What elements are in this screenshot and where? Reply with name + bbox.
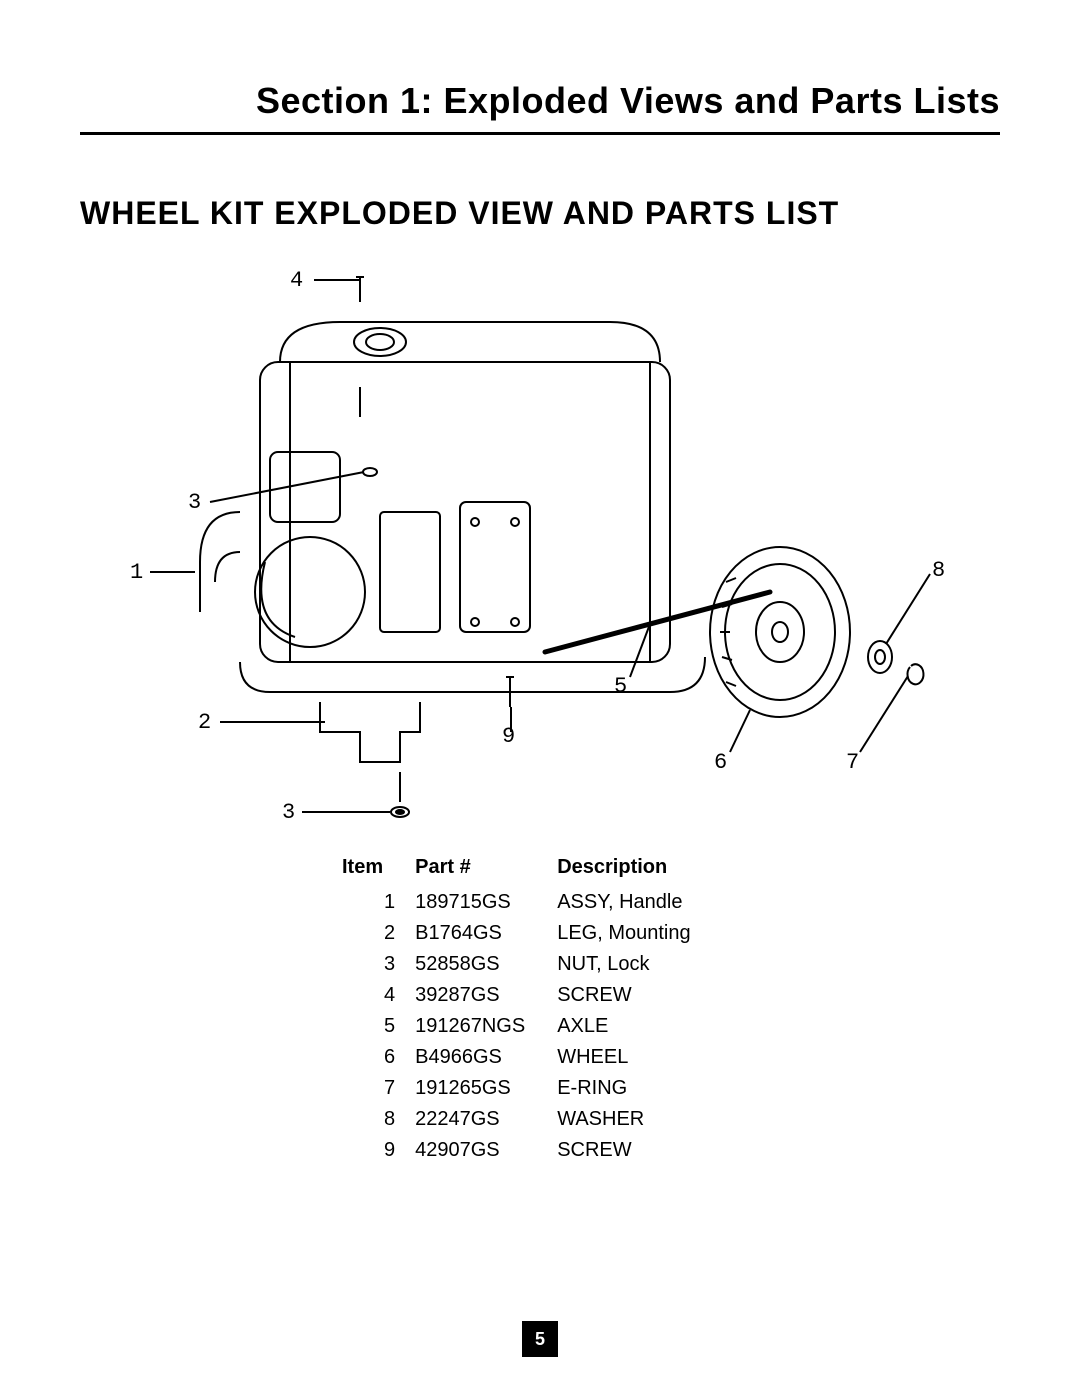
cell-part: 22247GS — [415, 1106, 555, 1135]
cell-desc: WASHER — [557, 1106, 720, 1135]
callout-7: 7 — [846, 750, 859, 775]
cell-item: 9 — [342, 1137, 413, 1166]
cell-part: 39287GS — [415, 982, 555, 1011]
col-desc-header: Description — [557, 854, 720, 887]
col-item-header: Item — [342, 854, 413, 887]
callout-4: 4 — [290, 268, 303, 293]
cell-desc: WHEEL — [557, 1044, 720, 1073]
header-rule — [80, 132, 1000, 135]
table-row: 1 189715GS ASSY, Handle — [342, 889, 721, 918]
cell-item: 5 — [342, 1013, 413, 1042]
cell-item: 6 — [342, 1044, 413, 1073]
cell-part: B1764GS — [415, 920, 555, 949]
diagram-svg — [90, 262, 990, 822]
table-row: 9 42907GS SCREW — [342, 1137, 721, 1166]
col-part-header: Part # — [415, 854, 555, 887]
callout-8: 8 — [932, 558, 945, 583]
cell-part: 191267NGS — [415, 1013, 555, 1042]
cell-part: 191265GS — [415, 1075, 555, 1104]
cell-item: 7 — [342, 1075, 413, 1104]
callout-5: 5 — [614, 674, 627, 699]
page: Section 1: Exploded Views and Parts List… — [0, 0, 1080, 1397]
cell-desc: ASSY, Handle — [557, 889, 720, 918]
cell-desc: AXLE — [557, 1013, 720, 1042]
cell-part: B4966GS — [415, 1044, 555, 1073]
page-title: WHEEL KIT EXPLODED VIEW AND PARTS LIST — [80, 195, 1000, 232]
cell-part: 189715GS — [415, 889, 555, 918]
section-header: Section 1: Exploded Views and Parts List… — [80, 80, 1000, 122]
table-row: 3 52858GS NUT, Lock — [342, 951, 721, 980]
callout-2: 2 — [198, 710, 211, 735]
cell-desc: SCREW — [557, 1137, 720, 1166]
cell-item: 1 — [342, 889, 413, 918]
table-header-row: Item Part # Description — [342, 854, 721, 887]
cell-part: 42907GS — [415, 1137, 555, 1166]
table-row: 2 B1764GS LEG, Mounting — [342, 920, 721, 949]
cell-desc: SCREW — [557, 982, 720, 1011]
cell-desc: E-RING — [557, 1075, 720, 1104]
cell-item: 4 — [342, 982, 413, 1011]
cell-desc: NUT, Lock — [557, 951, 720, 980]
cell-desc: LEG, Mounting — [557, 920, 720, 949]
table-row: 4 39287GS SCREW — [342, 982, 721, 1011]
table-row: 6 B4966GS WHEEL — [342, 1044, 721, 1073]
cell-item: 2 — [342, 920, 413, 949]
cell-part: 52858GS — [415, 951, 555, 980]
table-row: 8 22247GS WASHER — [342, 1106, 721, 1135]
callout-1: 1 — [130, 560, 143, 585]
cell-item: 3 — [342, 951, 413, 980]
cell-item: 8 — [342, 1106, 413, 1135]
table-row: 7 191265GS E-RING — [342, 1075, 721, 1104]
callout-3b: 3 — [282, 800, 295, 825]
parts-table: Item Part # Description 1 189715GS ASSY,… — [340, 852, 723, 1168]
page-number-badge: 5 — [522, 1321, 558, 1357]
exploded-view-diagram: 4 3 1 2 3 9 5 6 7 8 — [90, 262, 990, 822]
table-row: 5 191267NGS AXLE — [342, 1013, 721, 1042]
callout-6: 6 — [714, 750, 727, 775]
callout-3a: 3 — [188, 490, 201, 515]
callout-9: 9 — [502, 724, 515, 749]
